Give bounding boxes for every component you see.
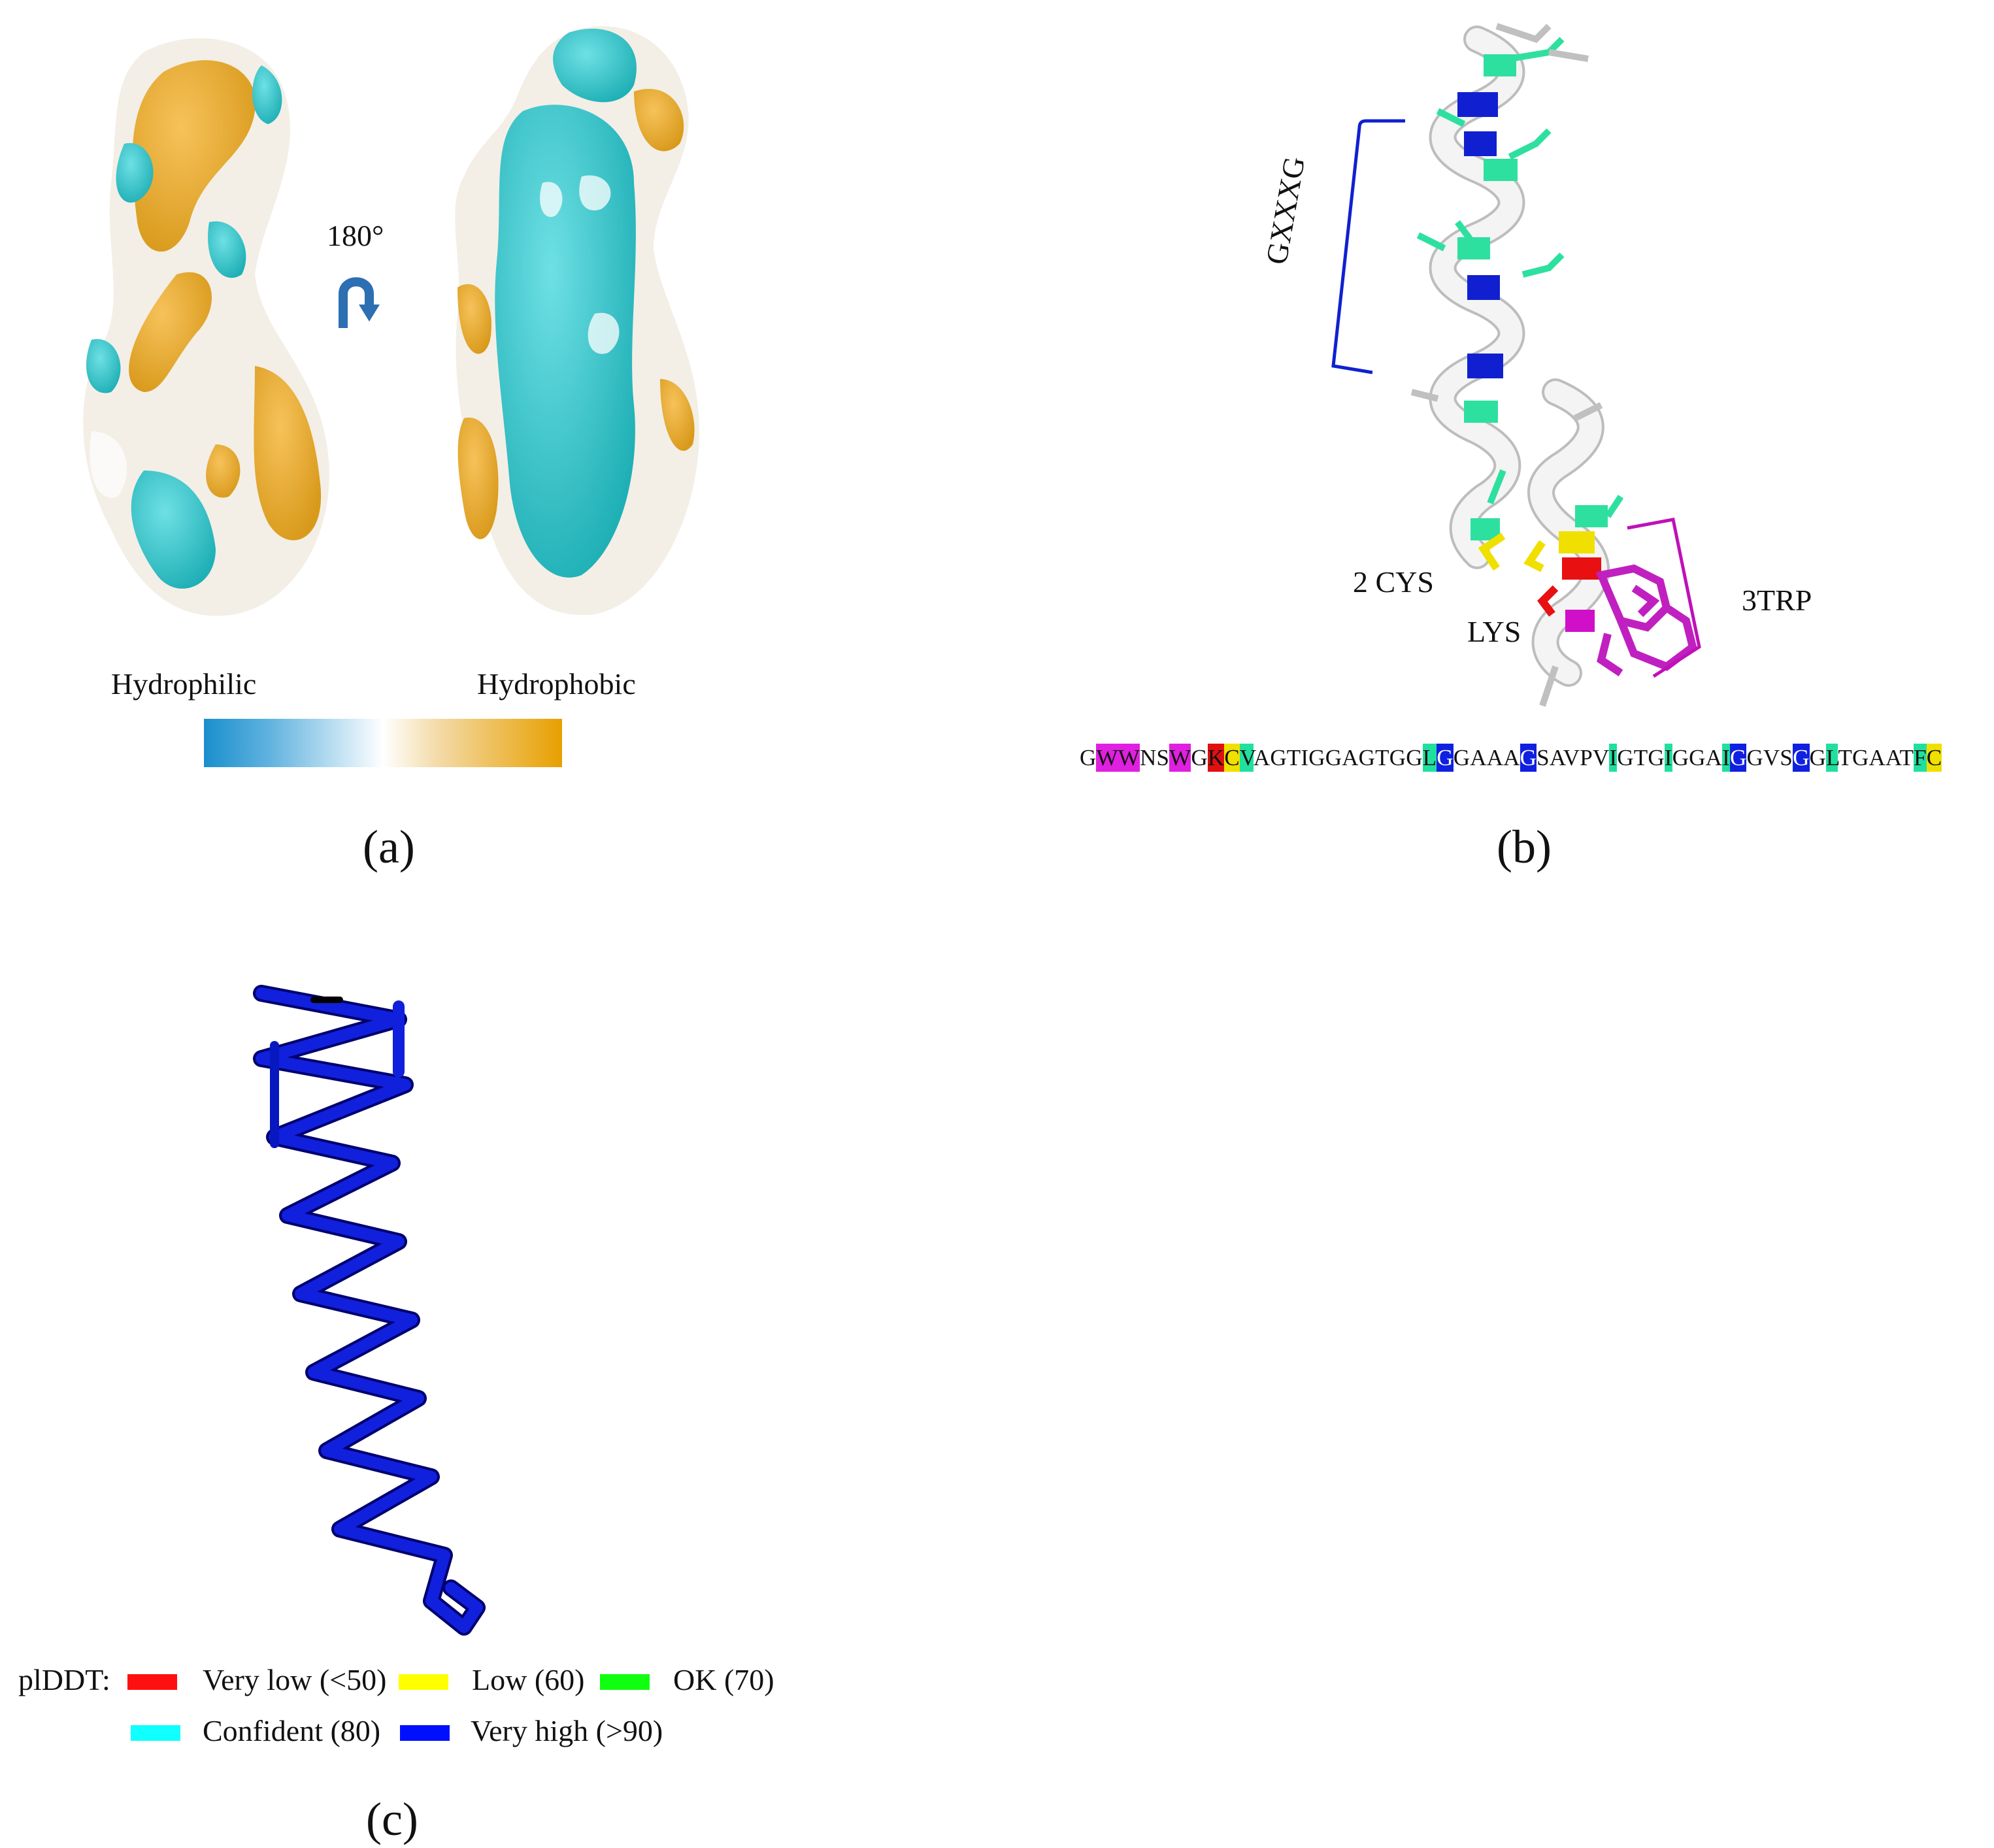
sequence-segment: GGA [1672,745,1723,770]
rotation-label: 180° [327,219,384,252]
sequence-segment: L [1422,744,1437,772]
legend-title: plDDT: [18,1663,110,1696]
sequence-segment: G [1793,744,1810,772]
sequence-segment: I [1664,744,1672,772]
legend-swatch [131,1725,180,1741]
sequence-segment: G [1437,744,1454,772]
legend-swatch [600,1674,650,1690]
legend-label: OK (70) [673,1663,774,1696]
label-2-cys: 2 CYS [1353,565,1434,599]
sequence-segment: G [1729,744,1747,772]
sequence-segment: NS [1139,745,1170,770]
label-3trp: 3TRP [1742,584,1812,617]
gxxxg-bracket [1331,119,1405,374]
rotation-arrow-icon [339,277,380,328]
scale-label-hydrophobic: Hydrophobic [477,667,636,701]
plddt-ribbon-structure [253,985,486,1636]
legend-swatch [399,1674,448,1690]
sequence-segment: G [1809,745,1827,770]
panel-label-a: (a) [363,821,415,873]
hydrophobicity-surface-right [455,26,699,616]
legend-label: Confident (80) [203,1714,381,1747]
panel-label-c: (c) [366,1793,418,1845]
helix-cartoon-structure [1410,23,1697,707]
panel-label-b: (b) [1497,821,1552,873]
sequence-segment: G [1191,745,1208,770]
sequence-segment: G [1520,744,1537,772]
legend-label: Very high (>90) [471,1714,663,1747]
sequence-segment: I [1722,744,1730,772]
sequence-segment: SAVPV [1537,745,1610,770]
sequence-segment: W [1169,744,1191,772]
peptide-sequence: GWWNSWGKCVAGTIGGAGTGGLGGAAAGSAVPVIGTGIGG… [1080,744,1942,772]
sequence-segment: TGAAT [1838,745,1914,770]
sequence-segment: V [1239,744,1254,772]
trp-bracket [1627,518,1701,678]
sequence-segment: I [1609,744,1618,772]
sequence-segment: C [1926,744,1942,772]
legend-swatch [400,1725,450,1741]
sequence-segment: C [1224,744,1240,772]
sequence-segment: WW [1096,744,1140,772]
sequence-segment: GTG [1617,745,1665,770]
sequence-segment: F [1914,744,1927,772]
legend-label: Low (60) [472,1663,585,1696]
sequence-segment: GVS [1746,745,1793,770]
sequence-segment: AGTIGGAGTGG [1253,745,1423,770]
hydrophobicity-color-scale [204,719,562,767]
motif-label-gxxxg: GXXXG [1259,154,1312,267]
sequence-segment: G [1080,745,1097,770]
scale-label-hydrophilic: Hydrophilic [111,667,257,701]
label-lys: LYS [1467,615,1521,648]
hydrophobicity-surface-left [83,38,329,616]
sequence-segment: K [1207,744,1225,772]
sequence-segment: GAAA [1453,745,1520,770]
legend-swatch [127,1674,177,1690]
sequence-segment: L [1826,744,1838,772]
legend-label: Very low (<50) [203,1663,387,1696]
